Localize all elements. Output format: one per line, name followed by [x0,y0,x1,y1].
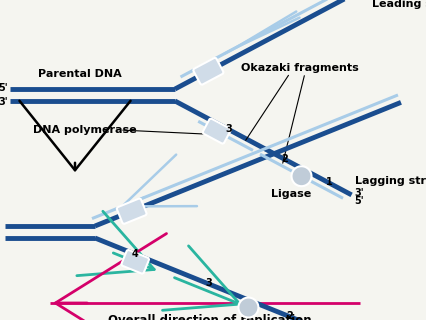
Ellipse shape [291,166,311,186]
Text: Leading strand: Leading strand [371,0,426,9]
Text: DNA polymerase: DNA polymerase [33,125,136,135]
Text: 2: 2 [281,154,288,164]
Text: 5': 5' [354,196,363,206]
FancyBboxPatch shape [193,58,223,85]
Text: 3: 3 [225,124,231,134]
Ellipse shape [238,298,258,317]
Text: 1: 1 [325,177,332,187]
FancyBboxPatch shape [202,119,230,144]
Text: Okazaki fragments: Okazaki fragments [241,63,358,73]
Text: 5': 5' [0,83,8,93]
Text: 4: 4 [132,249,138,259]
Text: Overall direction of replication: Overall direction of replication [108,314,311,320]
FancyBboxPatch shape [121,250,149,274]
Text: Parental DNA: Parental DNA [38,69,121,79]
Text: 3': 3' [0,97,8,107]
Text: 3: 3 [205,278,212,288]
Text: Ligase: Ligase [271,189,311,199]
Text: Lagging strand: Lagging strand [354,176,426,186]
FancyBboxPatch shape [117,198,146,224]
Text: 2: 2 [286,311,292,320]
Text: 3': 3' [354,188,363,198]
